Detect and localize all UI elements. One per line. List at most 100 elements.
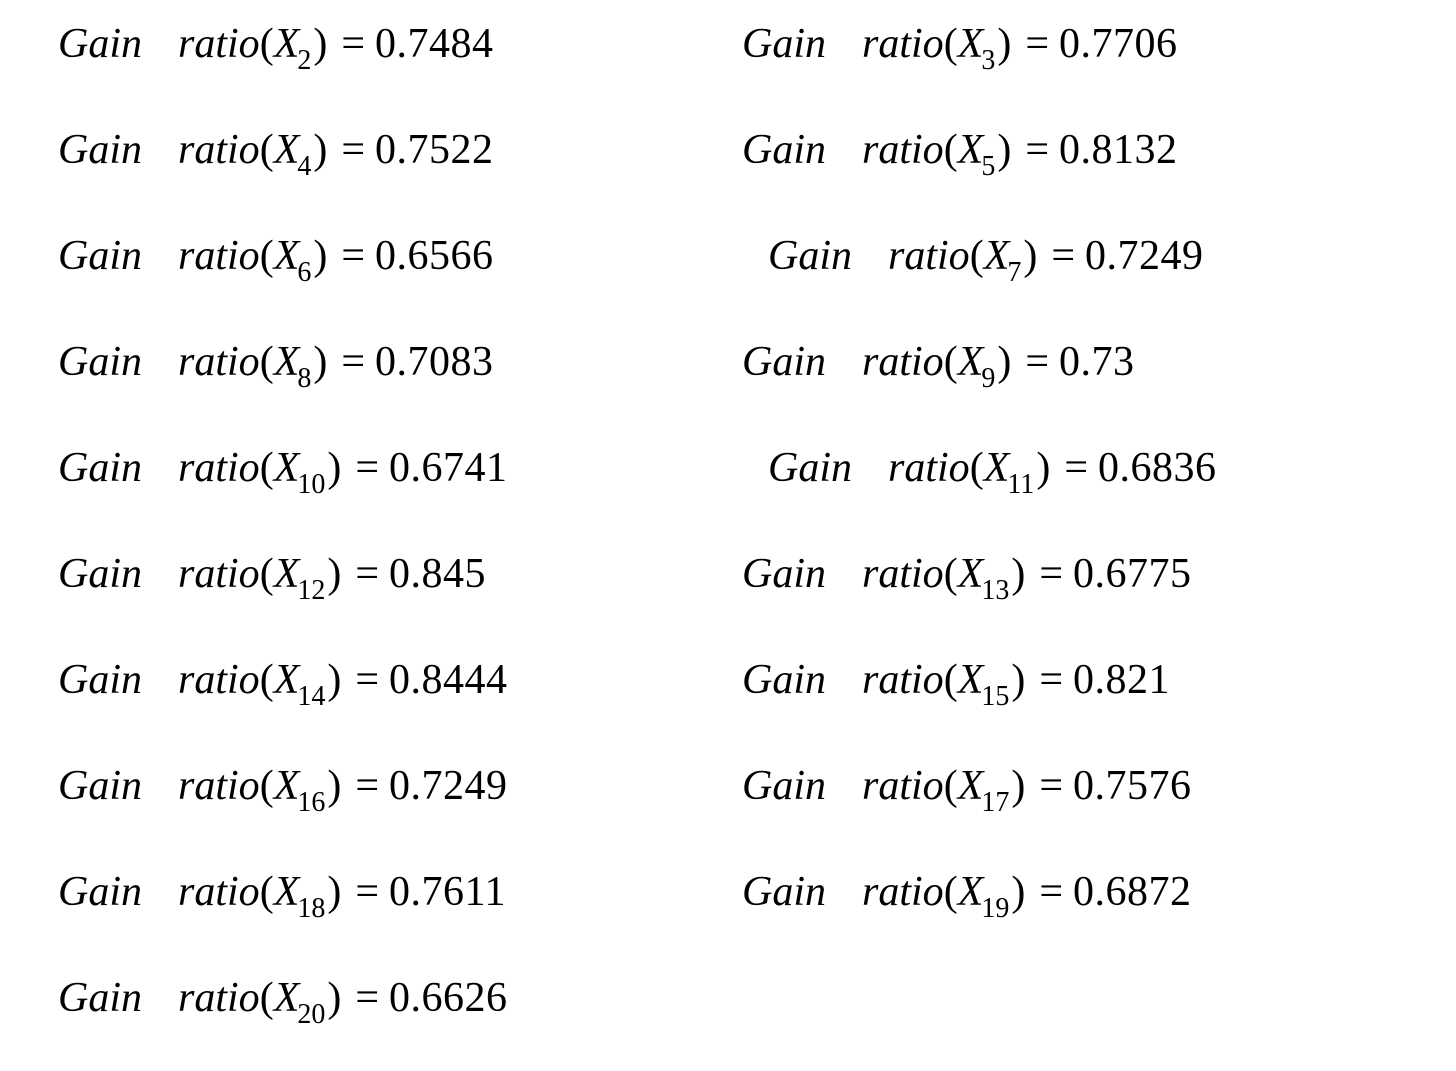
variable-x: X [958, 868, 984, 916]
label-ratio: ratio [862, 656, 944, 704]
variable-x: X [958, 20, 984, 68]
variable-x: X [274, 974, 300, 1022]
close-paren: ) [313, 126, 327, 174]
gain-ratio-equation: Gainratio(X9)=0.73 [742, 338, 1135, 386]
gain-ratio-value: 0.7576 [1073, 762, 1192, 810]
variable-subscript: 13 [981, 575, 1009, 607]
equals-sign: = [355, 762, 379, 810]
label-ratio: ratio [178, 232, 260, 280]
close-paren: ) [313, 232, 327, 280]
close-paren: ) [327, 868, 341, 916]
label-gain: Gain [58, 126, 142, 174]
label-ratio: ratio [178, 444, 260, 492]
variable-x: X [958, 762, 984, 810]
close-paren: ) [997, 20, 1011, 68]
label-gain: Gain [58, 974, 142, 1022]
variable-subscript: 5 [981, 151, 995, 183]
variable-x: X [984, 444, 1010, 492]
label-gain: Gain [768, 232, 852, 280]
variable-subscript: 10 [297, 469, 325, 501]
variable-subscript: 15 [981, 681, 1009, 713]
open-paren: ( [944, 338, 958, 386]
open-paren: ( [260, 20, 274, 68]
open-paren: ( [260, 656, 274, 704]
label-gain: Gain [742, 868, 826, 916]
label-gain: Gain [58, 444, 142, 492]
close-paren: ) [327, 550, 341, 598]
close-paren: ) [1011, 868, 1025, 916]
variable-subscript: 20 [297, 999, 325, 1031]
gain-ratio-equation: Gainratio(X14)=0.8444 [58, 656, 508, 704]
label-ratio: ratio [178, 126, 260, 174]
label-ratio: ratio [862, 20, 944, 68]
label-ratio: ratio [178, 550, 260, 598]
equals-sign: = [355, 656, 379, 704]
label-gain: Gain [58, 762, 142, 810]
gain-ratio-value: 0.7249 [1085, 232, 1204, 280]
gain-ratio-equation: Gainratio(X10)=0.6741 [58, 444, 508, 492]
equals-sign: = [355, 550, 379, 598]
open-paren: ( [260, 126, 274, 174]
gain-ratio-value: 0.7522 [375, 126, 494, 174]
label-ratio: ratio [888, 232, 970, 280]
variable-x: X [958, 126, 984, 174]
gain-ratio-value: 0.6836 [1098, 444, 1217, 492]
label-gain: Gain [742, 126, 826, 174]
equals-sign: = [1039, 550, 1063, 598]
equals-sign: = [355, 974, 379, 1022]
label-gain: Gain [58, 656, 142, 704]
variable-subscript: 4 [297, 151, 311, 183]
label-gain: Gain [742, 338, 826, 386]
equals-sign: = [1025, 338, 1049, 386]
gain-ratio-value: 0.7083 [375, 338, 494, 386]
variable-x: X [274, 20, 300, 68]
variable-subscript: 16 [297, 787, 325, 819]
open-paren: ( [970, 232, 984, 280]
equals-sign: = [341, 338, 365, 386]
gain-ratio-value: 0.6775 [1073, 550, 1192, 598]
gain-ratio-equation: Gainratio(X2)=0.7484 [58, 20, 494, 68]
gain-ratio-equation: Gainratio(X16)=0.7249 [58, 762, 508, 810]
gain-ratio-value: 0.6626 [389, 974, 508, 1022]
variable-x: X [274, 656, 300, 704]
close-paren: ) [1011, 550, 1025, 598]
gain-ratio-equation: Gainratio(X19)=0.6872 [742, 868, 1192, 916]
variable-x: X [274, 868, 300, 916]
gain-ratio-equation: Gainratio(X6)=0.6566 [58, 232, 494, 280]
close-paren: ) [313, 338, 327, 386]
equals-sign: = [1064, 444, 1088, 492]
variable-subscript: 2 [297, 45, 311, 77]
equals-sign: = [1039, 656, 1063, 704]
open-paren: ( [260, 550, 274, 598]
label-gain: Gain [742, 656, 826, 704]
gain-ratio-value: 0.6872 [1073, 868, 1192, 916]
label-ratio: ratio [178, 338, 260, 386]
open-paren: ( [260, 762, 274, 810]
open-paren: ( [944, 20, 958, 68]
equals-sign: = [1051, 232, 1075, 280]
label-gain: Gain [58, 868, 142, 916]
label-gain: Gain [58, 20, 142, 68]
gain-ratio-equation: Gainratio(X4)=0.7522 [58, 126, 494, 174]
gain-ratio-value: 0.7611 [389, 868, 506, 916]
label-gain: Gain [58, 338, 142, 386]
gain-ratio-equation: Gainratio(X7)=0.7249 [768, 232, 1204, 280]
gain-ratio-value: 0.845 [389, 550, 486, 598]
gain-ratio-value: 0.8132 [1059, 126, 1178, 174]
label-ratio: ratio [862, 868, 944, 916]
gain-ratio-equation: Gainratio(X12)=0.845 [58, 550, 486, 598]
close-paren: ) [1036, 444, 1050, 492]
variable-x: X [958, 550, 984, 598]
equals-sign: = [341, 126, 365, 174]
variable-subscript: 14 [297, 681, 325, 713]
close-paren: ) [327, 444, 341, 492]
equals-sign: = [1039, 762, 1063, 810]
equals-sign: = [1025, 126, 1049, 174]
variable-x: X [274, 126, 300, 174]
variable-subscript: 11 [1007, 469, 1034, 501]
gain-ratio-value: 0.6741 [389, 444, 508, 492]
variable-subscript: 19 [981, 893, 1009, 925]
close-paren: ) [313, 20, 327, 68]
label-ratio: ratio [862, 338, 944, 386]
gain-ratio-equation: Gainratio(X17)=0.7576 [742, 762, 1192, 810]
